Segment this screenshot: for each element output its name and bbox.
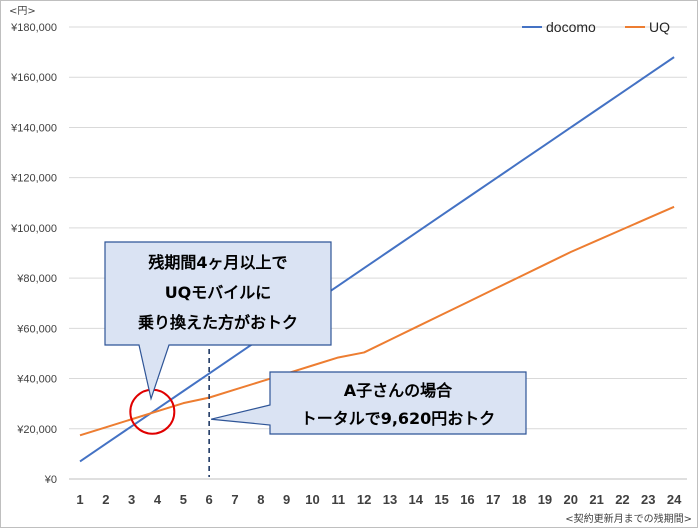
series-lines [79,56,675,463]
x-tick-label: 20 [564,492,578,507]
callout-box-1 [104,241,332,401]
y-unit-label: <円> [9,6,36,17]
callout-1-line: 残期間4ヶ月以上で [148,253,287,272]
x-unit-label: <契約更新月までの残期間> [565,512,692,525]
x-tick-label: 11 [331,492,345,507]
x-tick-label: 14 [409,492,424,507]
y-tick-label: ¥40,000 [16,374,57,386]
y-tick-label: ¥180,000 [10,22,57,34]
y-tick-label: ¥80,000 [16,273,57,285]
callout-1-line: UQモバイルに [165,283,272,302]
x-tick-label: 10 [305,492,319,507]
x-tick-label: 2 [102,492,109,507]
axes: ¥0 ¥20,000 ¥40,000 ¥60,000 ¥80,000 ¥100,000 ¥1… [9,6,692,525]
x-tick-label: 15 [434,492,448,507]
x-tick-label: 16 [460,492,474,507]
y-tick-label: ¥140,000 [10,122,57,134]
x-tick-label: 5 [180,492,187,507]
x-tick-label: 3 [128,492,135,507]
x-tick-label: 17 [486,492,500,507]
x-tick-label: 9 [283,492,290,507]
x-tick-label: 21 [589,492,603,507]
legend-label: docomo [546,19,596,35]
series-line [79,205,675,437]
x-tick-label: 22 [615,492,629,507]
callout-box-2 [211,371,527,435]
x-tick-label: 19 [538,492,552,507]
x-tick-label: 1 [76,492,83,507]
y-tick-label: ¥0 [44,474,57,486]
callout-1-line: 乗り換えた方がおトク [138,313,298,332]
x-tick-label: 23 [641,492,655,507]
y-tick-label: ¥100,000 [10,223,57,235]
y-tick-label: ¥120,000 [10,173,57,185]
y-tick-label: ¥20,000 [16,424,57,436]
callout-2-line: A子さんの場合 [344,381,453,400]
legend: docomo UQ [522,19,670,35]
x-tick-label: 8 [257,492,264,507]
x-tick-label: 7 [231,492,238,507]
x-tick-label: 13 [383,492,397,507]
series-line [79,56,675,463]
x-tick-label: 4 [154,492,162,507]
x-tick-label: 24 [667,492,682,507]
y-tick-label: ¥160,000 [10,72,57,84]
legend-label: UQ [649,19,670,35]
x-tick-label: 12 [357,492,371,507]
x-tick-label: 6 [206,492,213,507]
x-tick-label: 18 [512,492,526,507]
y-tick-label: ¥60,000 [16,323,57,335]
callout-2-line: トータルで9,620円おトク [301,409,496,428]
